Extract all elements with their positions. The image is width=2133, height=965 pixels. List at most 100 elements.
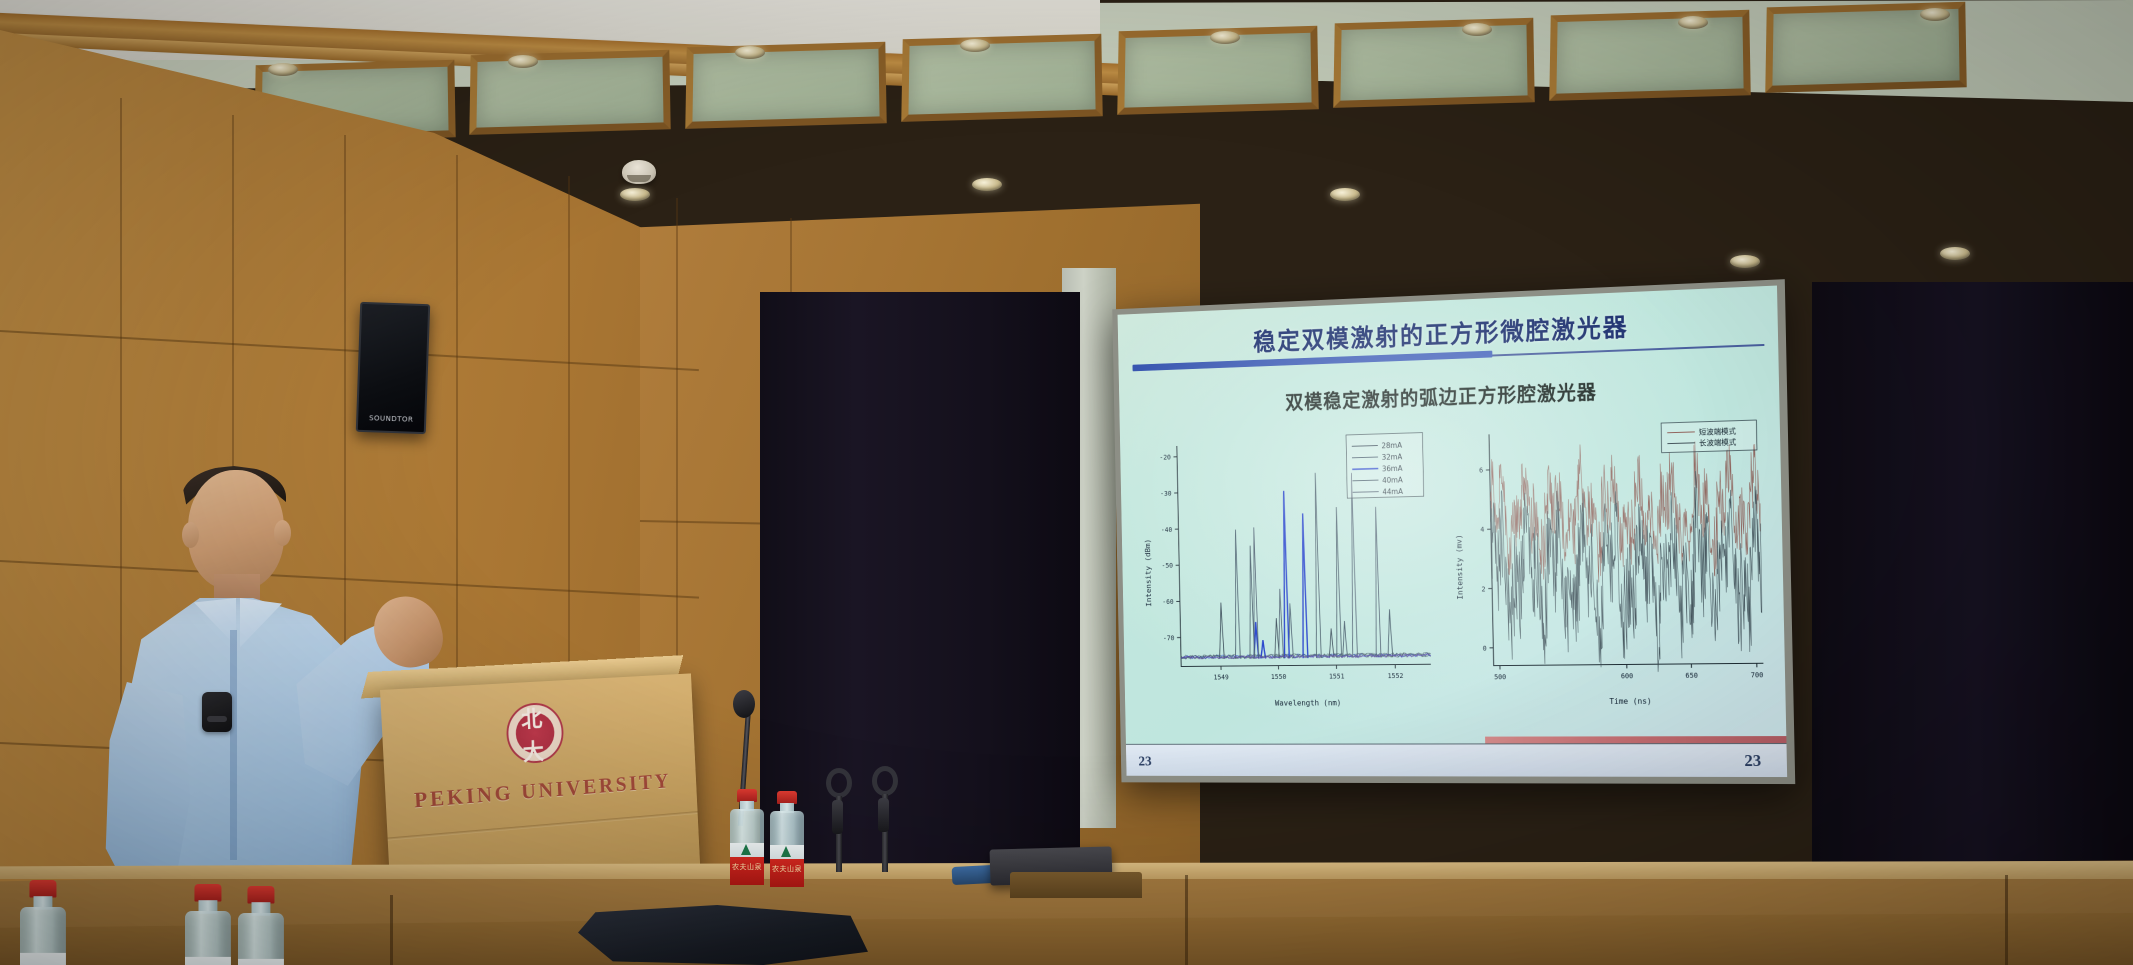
bottle-body [185,911,231,965]
presenter-head [188,470,284,590]
spectrum-xtick-label: 1550 [1271,673,1287,681]
spectrum-legend-label: 28mA [1381,441,1402,451]
jacket-on-table [578,905,868,965]
spectrum-peak [1342,621,1348,658]
spectrum-peak [1387,609,1393,657]
spectrum-ytick-label: -40 [1161,526,1172,534]
slide-subtitle: 双模稳定激射的弧边正方形腔激光器 [1285,379,1597,415]
bottle-neck [198,900,218,914]
bottle-brand-text: 农夫山泉 [772,865,802,873]
table-panel-seam [2005,875,2008,965]
spectrum-ytick-label: -70 [1163,634,1174,642]
time-trace-legend-label: 短波端模式 [1698,426,1736,436]
spectrum-xtick-label: 1549 [1214,673,1229,681]
bottle-label-white [238,958,284,965]
time-trace-legend-box [1661,420,1757,453]
bottle-cap [29,880,57,898]
bottle-cap [777,791,797,804]
time-trace-ytick-label: 2 [1481,585,1485,593]
spectrum-xtick-label: 1552 [1388,672,1404,680]
stage-curtain-left [760,292,1080,892]
presenter-ear-right [274,520,291,546]
podium-seam [387,811,698,841]
microphone-stand [836,796,842,872]
downlight [1920,8,1950,21]
microphone-head [826,768,852,798]
downlight [268,63,298,76]
spectrum-ytick-label: -30 [1160,490,1171,498]
bottle-tree-icon [781,846,791,857]
wall-seam [232,115,234,775]
speaker-brand-label: SOUNDTOR [368,414,414,424]
bottle-label-white [185,956,231,965]
bottle-label-white [20,952,66,965]
wall-seam [676,198,678,778]
spectrum-ylabel: Intensity (dBm) [1144,539,1154,607]
spectrum-peak [1219,603,1225,659]
ceiling-panel [901,33,1103,122]
downlight [620,188,650,201]
spectrum-xtick-label: 1551 [1329,673,1345,681]
presenter [90,466,450,965]
podium-university-label: PEKING UNIVERSITY [413,768,672,813]
slide-page-number-left: 23 [1138,754,1152,770]
spectrum-peak [1233,530,1240,659]
spectrum-xlabel: Wavelength (nm) [1275,698,1341,707]
microphone-body [832,800,843,834]
bottle-label-red: 农夫山泉 [730,857,764,885]
bottle-brand-text: 农夫山泉 [732,863,762,871]
downlight [960,39,990,52]
wall-seam [344,135,346,775]
chart-spectrum: -20 -30 -40 -50 -60 -70 1549 1550 1551 1552 Inte… [1136,422,1444,713]
podium-microphone-head [733,690,755,718]
spectrum-ytick-label: -50 [1162,562,1173,570]
spectrum-peak [1334,507,1342,658]
downlight [972,178,1002,191]
time-trace-ytick-label: 0 [1482,644,1486,652]
bottle-neck [740,801,754,811]
slide-figures: -20 -30 -40 -50 -60 -70 1549 1550 1551 1552 Inte… [1136,412,1774,714]
table-panel-seam [390,895,393,965]
spectrum-peak [1300,513,1308,658]
bottle-cap [194,884,222,902]
spectrum-ytick-label: -20 [1159,454,1170,462]
spectrum-legend-label: 36mA [1382,464,1403,474]
presenter-ear-left [182,522,199,548]
time-trace-xtick-label: 500 [1494,673,1506,681]
presentation-slide: 稳定双模激射的正方形微腔激光器 双模稳定激射的弧边正方形腔激光器 -20 -30-… [1117,285,1788,778]
bottle-tree-icon [741,844,751,855]
spectrum-ytick-label: -60 [1162,598,1173,606]
stage-curtain-right [1812,282,2133,902]
spectrum-legend-swatch [1352,469,1378,470]
slide-footer: 23 23 [1125,744,1788,778]
wall-seam [456,155,458,775]
projection-screen: 稳定双模激射的正方形微腔激光器 双模稳定激射的弧边正方形腔激光器 -20 -30-… [1112,279,1796,785]
spectrum-legend-label: 32mA [1382,452,1403,462]
spectrum-peak [1313,473,1321,658]
time-trace-plot-svg: 0 2 4 6 500 600 650 700 Intensity (mv) Time (n… [1454,412,1774,706]
table-panel-seam [1185,875,1188,965]
spectrum-peak [1329,628,1334,657]
ceiling-panel [1549,9,1751,101]
bottle-cap [737,789,757,802]
time-trace-ytick-label: 4 [1480,526,1484,534]
pku-crest-logo: 北大 [505,701,565,766]
presenter-shirt-placket [230,630,237,860]
spectrum-legend-label: 44mA [1382,487,1403,496]
ceiling-panel [1333,17,1535,108]
spectrum-legend-label: 40mA [1382,475,1403,484]
slide-page-number-right: 23 [1744,751,1762,771]
spectrum-plot-svg: -20 -30 -40 -50 -60 -70 1549 1550 1551 1552 Inte… [1144,422,1444,708]
bottle-cap [247,886,275,904]
bottle-neck [33,896,53,910]
smoke-detector-icon [622,160,656,184]
downlight [1730,255,1760,268]
time-trace-xtick-label: 650 [1685,672,1698,680]
lapel-microphone [202,692,232,732]
time-trace-xtick-label: 600 [1620,672,1633,680]
time-trace-ytick-label: 6 [1479,467,1483,475]
downlight [508,55,538,68]
downlight [735,46,765,59]
spectrum-peak [1349,473,1357,658]
downlight [1678,16,1708,29]
